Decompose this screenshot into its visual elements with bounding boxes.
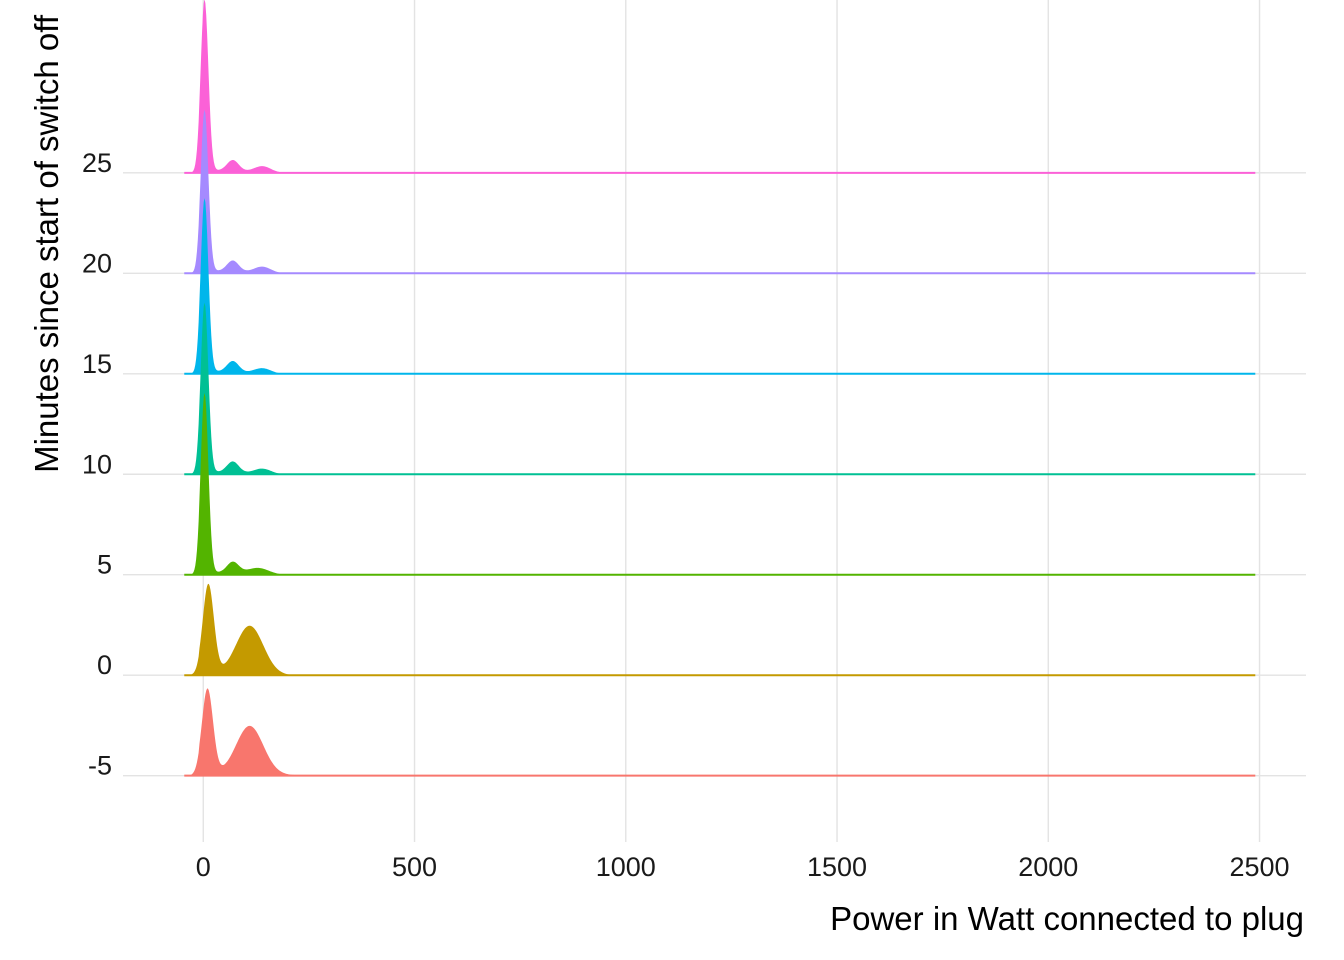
ridge-area	[184, 583, 1256, 676]
x-tick-label: 0	[196, 852, 211, 882]
y-tick-label: 5	[97, 550, 112, 580]
x-tick-label: 500	[392, 852, 437, 882]
y-tick-label: 20	[82, 248, 112, 278]
y-tick-label: 0	[97, 650, 112, 680]
x-tick-label: 1000	[596, 852, 656, 882]
y-axis-title: Minutes since start of switch off	[28, 14, 65, 473]
y-tick-label: -5	[88, 751, 112, 781]
ridge-area	[184, 302, 1256, 475]
ridge-area	[184, 393, 1256, 575]
x-axis-title: Power in Watt connected to plug	[830, 900, 1304, 937]
x-tick-label: 2500	[1229, 852, 1289, 882]
ridge-area	[184, 0, 1256, 173]
ridge-area	[184, 109, 1256, 274]
y-tick-label: 25	[82, 148, 112, 178]
y-tick-label: 10	[82, 449, 112, 479]
grid-lines	[123, 0, 1306, 842]
x-tick-label: 2000	[1018, 852, 1078, 882]
ridge-area	[184, 688, 1256, 776]
x-axis-ticks: 0 500 1000 1500 2000 2500	[196, 852, 1290, 882]
ridge-area	[184, 198, 1256, 374]
ridges	[184, 0, 1256, 777]
x-tick-label: 1500	[807, 852, 867, 882]
y-axis-ticks: -5 0 5 10 15 20 25	[82, 148, 112, 781]
y-tick-label: 15	[82, 349, 112, 379]
